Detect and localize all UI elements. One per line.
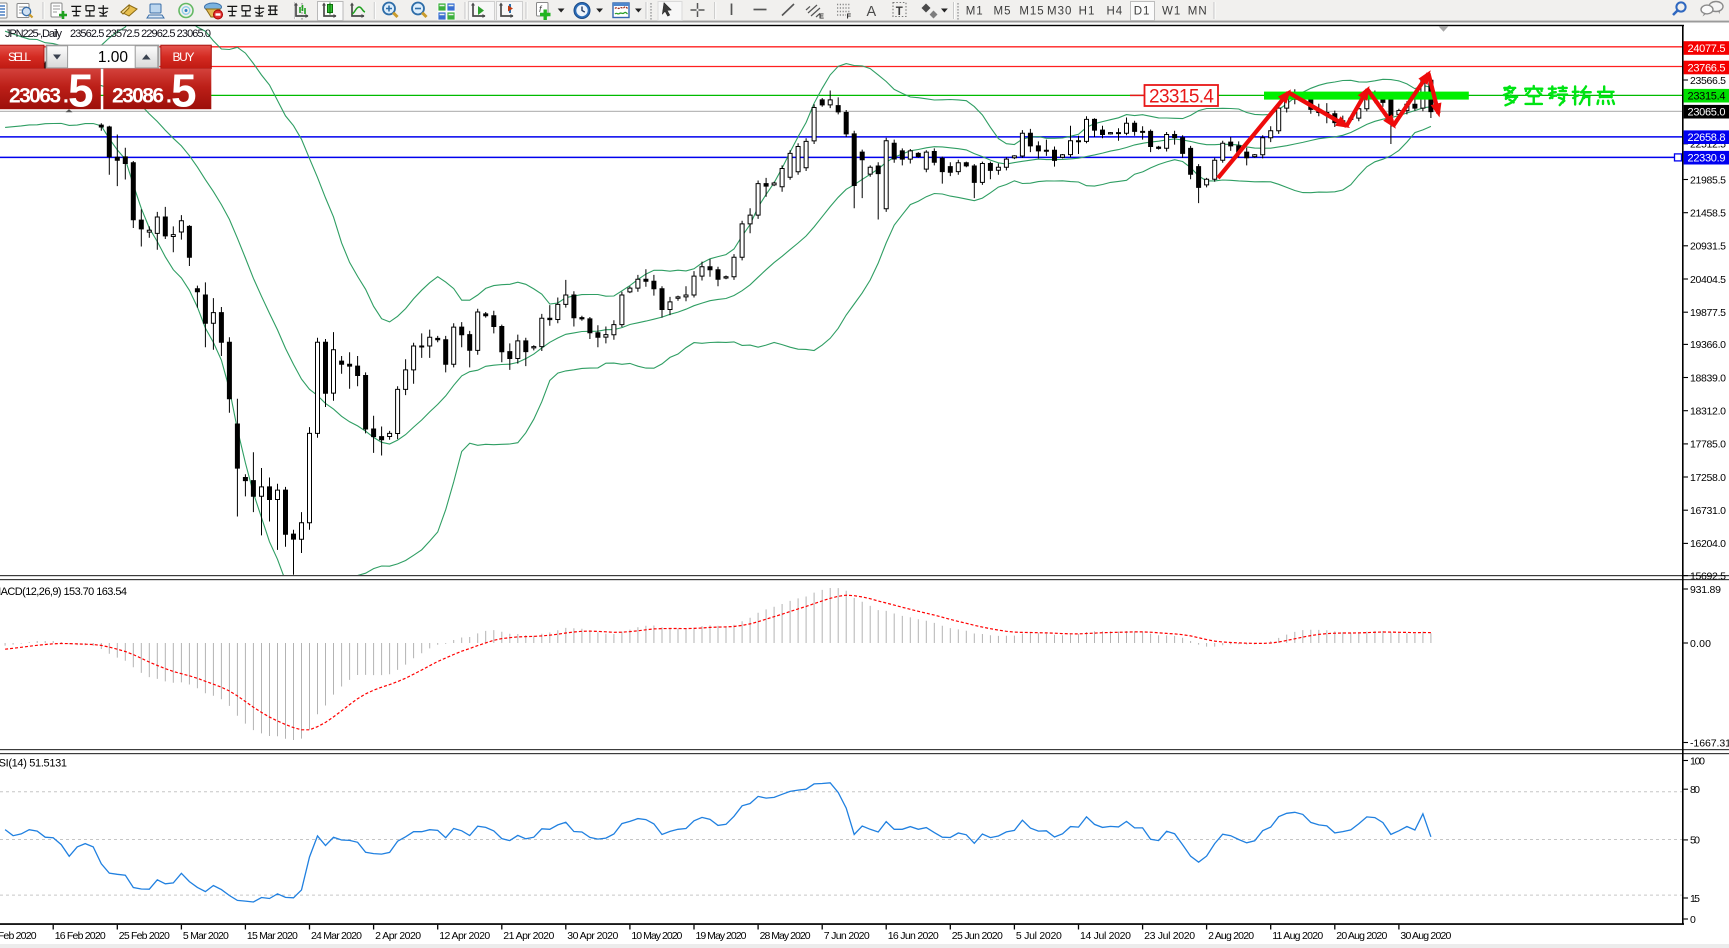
svg-text:17258.0: 17258.0 [1690,472,1726,484]
svg-text:2 Aug 2020: 2 Aug 2020 [1208,930,1254,942]
svg-text:17785.0: 17785.0 [1690,439,1726,451]
svg-text:23315.4: 23315.4 [1688,91,1726,103]
svg-text:6 Feb 2020: 6 Feb 2020 [0,930,37,942]
svg-text:100: 100 [1690,755,1705,767]
svg-text:23315.4: 23315.4 [1149,87,1214,108]
svg-text:-1667.31: -1667.31 [1690,737,1729,749]
svg-text:1.00: 1.00 [98,49,129,66]
svg-text:W1: W1 [1162,6,1181,18]
svg-text:23562.5 23572.5 22962.5 23065.: 23562.5 23572.5 22962.5 23065.0 [70,28,211,40]
svg-text:23766.5: 23766.5 [1688,62,1726,74]
svg-text:21 Apr 2020: 21 Apr 2020 [503,930,554,942]
svg-text:12 Apr 2020: 12 Apr 2020 [439,930,490,942]
svg-text:H1: H1 [1079,6,1096,18]
svg-text:25 Jun 2020: 25 Jun 2020 [952,930,1003,942]
svg-text:2 Apr 2020: 2 Apr 2020 [375,930,421,942]
svg-text:22330.9: 22330.9 [1688,153,1726,165]
svg-text:MN: MN [1188,6,1208,18]
svg-text:23065.0: 23065.0 [1688,107,1726,119]
svg-text:A: A [867,4,877,20]
svg-text:5: 5 [68,65,94,117]
svg-text:5 Mar 2020: 5 Mar 2020 [183,930,229,942]
svg-text:19 May 2020: 19 May 2020 [696,930,747,942]
svg-text:MACD(12,26,9) 153.70 163.54: MACD(12,26,9) 153.70 163.54 [0,586,127,598]
svg-text:15692.5: 15692.5 [1690,570,1726,582]
svg-text:19877.5: 19877.5 [1690,307,1726,319]
svg-text:5 Jul 2020: 5 Jul 2020 [1016,930,1062,942]
svg-text:19366.0: 19366.0 [1690,339,1726,351]
svg-text:21458.5: 21458.5 [1690,208,1726,220]
svg-text:23566.5: 23566.5 [1690,75,1726,87]
svg-text:80: 80 [1690,784,1700,796]
svg-text:21985.5: 21985.5 [1690,174,1726,186]
svg-text:24077.5: 24077.5 [1688,43,1726,55]
svg-text:M1: M1 [966,6,984,18]
svg-text:JPN225-,Daily: JPN225-,Daily [5,28,63,40]
svg-text:50: 50 [1690,835,1700,847]
svg-text:23063: 23063 [9,85,61,108]
svg-text:H4: H4 [1106,6,1123,18]
svg-text:24 Mar 2020: 24 Mar 2020 [311,930,362,942]
svg-text:16 Jun 2020: 16 Jun 2020 [888,930,939,942]
svg-text:E: E [819,12,824,21]
svg-text:F: F [847,12,852,21]
svg-text:.: . [63,85,69,108]
svg-text:23086: 23086 [112,85,164,108]
svg-text:15 Mar 2020: 15 Mar 2020 [247,930,298,942]
svg-text:11 Aug 2020: 11 Aug 2020 [1272,930,1323,942]
svg-text:30 Apr 2020: 30 Apr 2020 [567,930,618,942]
svg-text:18312.0: 18312.0 [1690,406,1726,418]
svg-text:16731.0: 16731.0 [1690,505,1726,517]
svg-text:RSI(14) 51.5131: RSI(14) 51.5131 [0,758,67,770]
svg-text:20 Aug 2020: 20 Aug 2020 [1336,930,1387,942]
svg-text:14 Jul 2020: 14 Jul 2020 [1080,930,1131,942]
svg-text:0: 0 [1690,914,1696,926]
svg-text:T: T [896,6,903,18]
svg-text:M5: M5 [994,6,1012,18]
svg-text:BUY: BUY [173,50,195,64]
svg-text:0.00: 0.00 [1690,638,1711,650]
svg-text:16204.0: 16204.0 [1690,538,1726,550]
svg-text:30 Aug 2020: 30 Aug 2020 [1400,930,1451,942]
svg-text:f: f [539,4,543,14]
svg-text:25 Feb 2020: 25 Feb 2020 [119,930,170,942]
svg-text:5: 5 [171,65,197,117]
svg-text:23 Jul 2020: 23 Jul 2020 [1144,930,1195,942]
svg-text:22658.8: 22658.8 [1688,132,1726,144]
svg-text:10 May 2020: 10 May 2020 [631,930,682,942]
svg-text:M30: M30 [1047,6,1072,18]
svg-text:28 May 2020: 28 May 2020 [760,930,811,942]
svg-text:20404.5: 20404.5 [1690,274,1726,286]
svg-text:M15: M15 [1019,6,1044,18]
svg-text:18839.0: 18839.0 [1690,372,1726,384]
svg-text:931.89: 931.89 [1690,584,1721,596]
svg-text:.: . [166,85,172,108]
svg-text:7 Jun 2020: 7 Jun 2020 [824,930,870,942]
svg-text:15: 15 [1690,893,1700,905]
svg-text:D1: D1 [1134,6,1151,18]
svg-text:SELL: SELL [8,50,31,64]
svg-text:16 Feb 2020: 16 Feb 2020 [55,930,106,942]
svg-text:20931.5: 20931.5 [1690,241,1726,253]
